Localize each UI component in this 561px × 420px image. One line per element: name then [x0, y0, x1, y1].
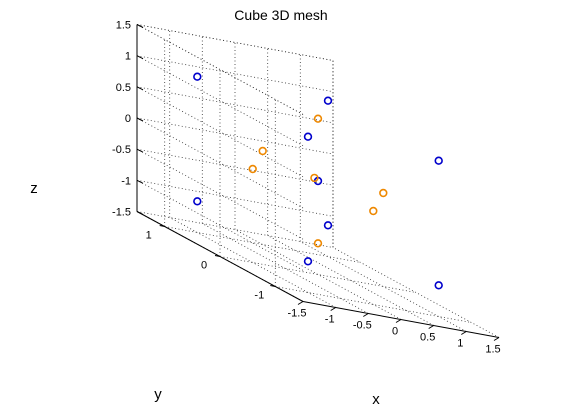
- z-tick-mark: [136, 55, 144, 60]
- y-axis-label: y: [154, 386, 162, 403]
- grid-floor-y: [164, 226, 361, 263]
- y-tick-label: 0: [201, 260, 207, 272]
- chart-title: Cube 3D mesh: [234, 7, 327, 23]
- x-tick-label: 1: [457, 338, 463, 350]
- scatter-point: [434, 156, 443, 165]
- x-tick-mark: [493, 337, 500, 341]
- scatter-point: [193, 197, 202, 206]
- z-tick-label: -0.5: [112, 144, 131, 156]
- grid-backwall-z: [136, 24, 334, 61]
- x-tick-mark: [461, 331, 467, 335]
- scatter-point: [379, 188, 388, 198]
- grid-floor-x: [234, 229, 402, 320]
- z-tick-label: 1.5: [116, 20, 131, 32]
- y-tick-label: -1: [254, 290, 264, 302]
- box-top-edge: [136, 24, 304, 115]
- x-tick-mark: [363, 313, 369, 317]
- scatter-point: [193, 72, 202, 81]
- z-tick-label: 1: [125, 51, 131, 63]
- scatter-point: [313, 239, 323, 248]
- z-tick-mark: [136, 148, 144, 153]
- z-tick-mark: [136, 86, 144, 91]
- scatter-point: [248, 164, 257, 174]
- y-tick-mark: [270, 285, 276, 287]
- x-tick-mark: [330, 307, 336, 311]
- scatter-point: [313, 114, 323, 123]
- tick-layer: -1.5 -1 -0.5 0 0.5 1 1.5 -1 0 1 -1.5 -1 -0.5 0 0.5 1 1.5: [112, 20, 501, 356]
- x-axis-label: x: [372, 391, 380, 408]
- z-tick-label: 0: [125, 113, 131, 125]
- x-tick-label: -1: [325, 314, 335, 326]
- z-tick-mark: [136, 24, 144, 28]
- x-tick-label: -0.5: [353, 320, 372, 332]
- x-tick-label: 0.5: [420, 332, 435, 344]
- z-tick-mark: [136, 179, 144, 184]
- z-tick-label: 0.5: [116, 82, 131, 94]
- scatter-point: [323, 221, 333, 230]
- x-tick-label: 1.5: [485, 344, 500, 356]
- scatter-point: [303, 132, 313, 141]
- scatter-point: [310, 173, 319, 183]
- grid-backwall-z: [136, 179, 334, 217]
- grid-floor-x: [202, 223, 369, 314]
- grid-layer: [136, 24, 500, 338]
- x-tick-mark: [395, 319, 402, 323]
- grid-floor-y: [219, 256, 417, 293]
- scatter-point: [434, 281, 443, 290]
- z-tick-mark: [136, 117, 144, 122]
- y-tick-label: 1: [146, 230, 152, 242]
- scatter-point: [323, 96, 333, 105]
- y-tick-mark: [214, 255, 221, 257]
- scatter-point: [258, 146, 267, 156]
- scatter-point: [303, 257, 313, 266]
- x-tick-mark: [297, 301, 304, 305]
- x-tick-label: 0: [392, 326, 398, 338]
- x-tick-mark: [428, 325, 434, 329]
- data-points: [193, 72, 443, 290]
- z-axis-label: z: [30, 180, 38, 197]
- z-tick-mark: [136, 211, 144, 215]
- x-tick-label: -1.5: [288, 308, 307, 320]
- scatter-point: [369, 206, 378, 216]
- z-tick-label: -1.5: [112, 207, 131, 219]
- axes-box-edges: [136, 24, 500, 338]
- z-tick-label: -1: [121, 175, 131, 187]
- box-top-edge: [136, 24, 334, 61]
- y-tick-mark: [159, 225, 165, 227]
